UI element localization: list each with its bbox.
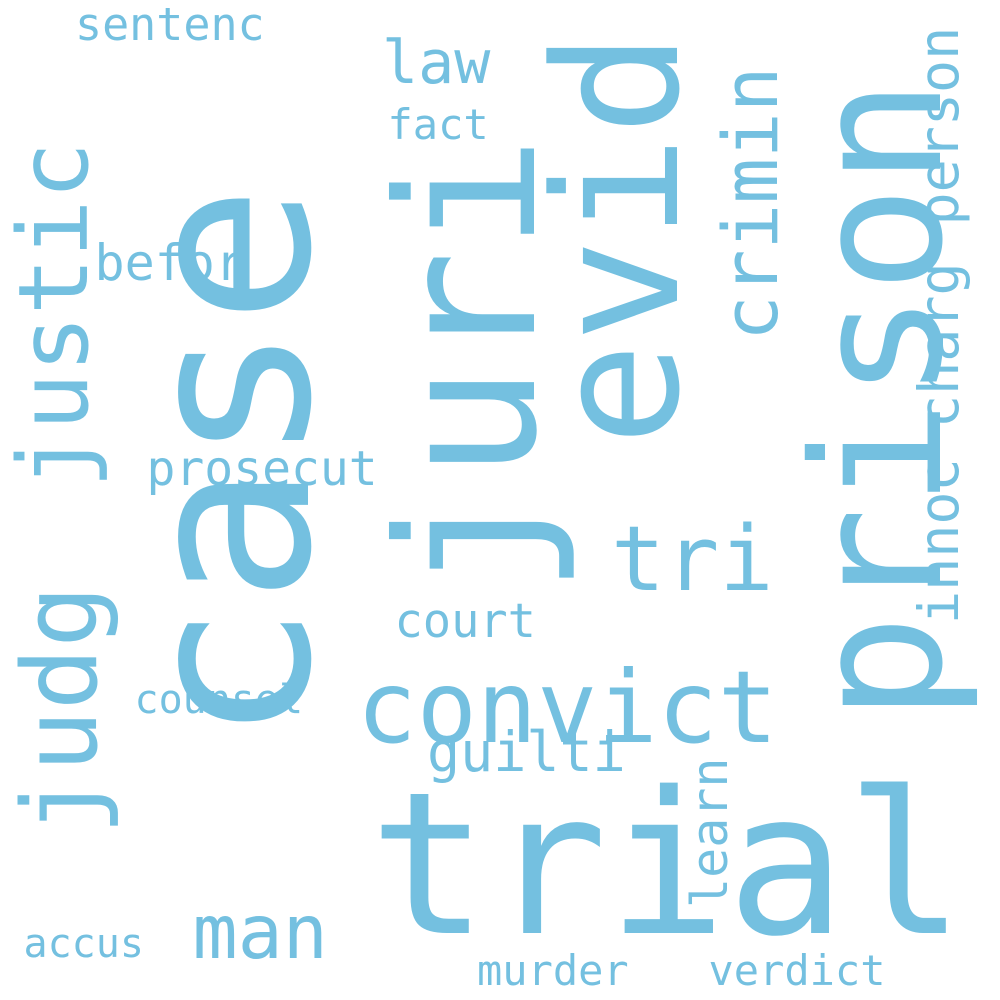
word-prosecut: prosecut (146, 441, 378, 497)
word-fact: fact (387, 100, 489, 149)
word-judg: judg (1, 585, 121, 835)
word-law: law (382, 28, 491, 98)
word-justic: justic (0, 141, 110, 489)
word-man: man (192, 888, 328, 976)
word-befor: befor (94, 234, 246, 292)
word-convict: convict (356, 649, 778, 766)
word-sentenc: sentenc (75, 0, 265, 51)
word-innoc: innoc (907, 458, 971, 624)
word-crimin: crimin (706, 66, 795, 341)
word-accus: accus (23, 921, 144, 967)
word-counsel: counsel (134, 677, 304, 723)
word-guilti: guilti (427, 720, 626, 784)
word-learn: learn (681, 757, 739, 908)
word-trial: trial (369, 749, 966, 980)
word-person: person (907, 26, 971, 226)
word-tri: tri (611, 507, 774, 612)
word-court: court (394, 594, 536, 649)
word-verdict: verdict (708, 946, 886, 995)
word-evid: evid (517, 31, 718, 446)
word-murder: murder (477, 946, 629, 995)
word-charg: charg (907, 262, 971, 428)
